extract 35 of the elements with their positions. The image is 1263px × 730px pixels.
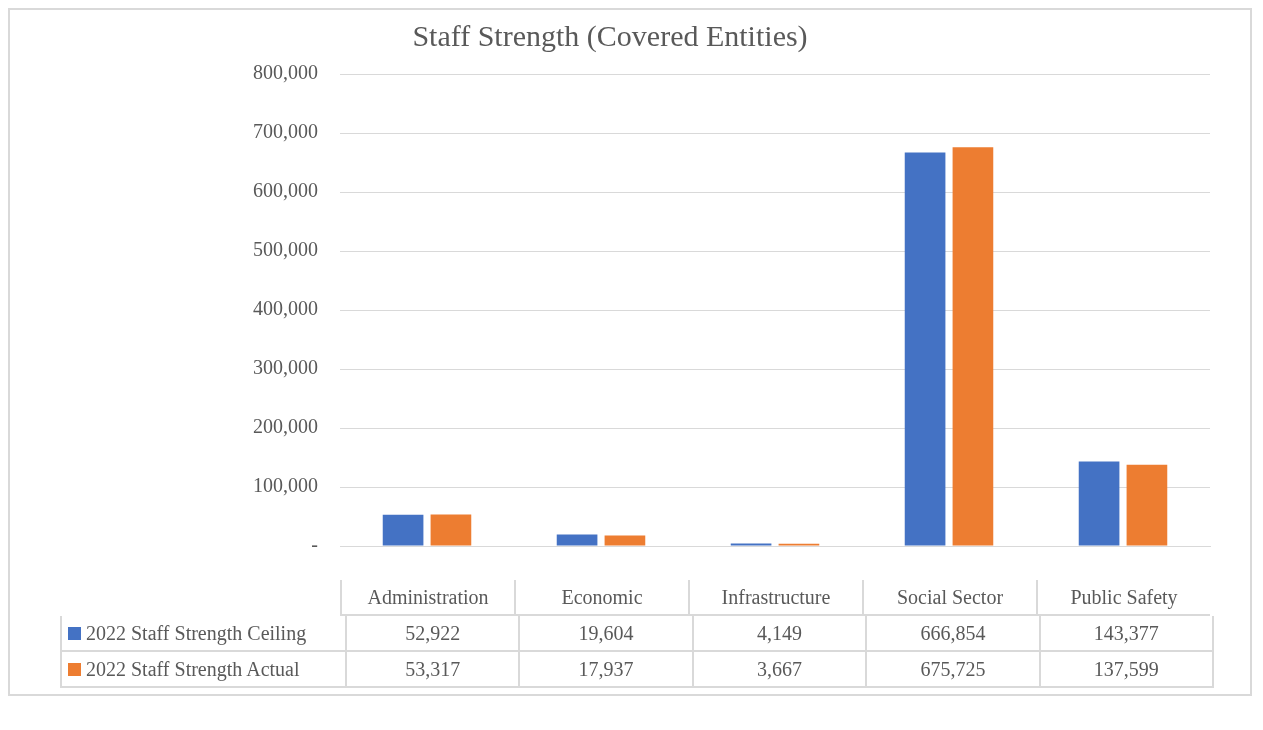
bar [952,147,994,546]
bar [556,534,598,546]
data-label: 666,854 [865,616,1039,650]
x-tick-label: Economic [514,580,688,614]
bar [904,152,946,546]
y-tick-label: - [311,533,318,556]
y-tick-label: 200,000 [253,415,318,438]
y-tick-label: 500,000 [253,238,318,261]
data-label: 53,317 [345,652,519,686]
y-tick-label: 800,000 [253,61,318,84]
legend-label: 2022 Staff Strength Actual [86,657,300,681]
data-label: 19,604 [518,616,692,650]
data-label: 143,377 [1038,616,1212,650]
data-label: 3,667 [691,652,866,686]
data-label: 137,599 [1038,652,1212,686]
y-tick-label: 400,000 [253,297,318,320]
data-label: 4,149 [691,616,866,650]
bar [1126,464,1168,546]
y-tick-label: 600,000 [253,179,318,202]
bar [1078,461,1120,546]
bar [604,535,646,546]
y-tick-label: 100,000 [253,474,318,497]
bar [430,514,472,546]
y-tick-label: 700,000 [253,120,318,143]
x-tick-label: Infrastructure [688,580,862,614]
data-label: 52,922 [345,616,519,650]
x-tick-label: Administration [340,580,514,614]
x-tick-label: Public Safety [1036,580,1210,614]
bar [382,514,424,546]
data-label: 17,937 [518,652,692,686]
data-label: 675,725 [865,652,1039,686]
legend-label: 2022 Staff Strength Ceiling [86,621,307,645]
y-tick-label: 300,000 [253,356,318,379]
chart-title: Staff Strength (Covered Entities) [412,18,808,53]
x-tick-label: Social Sector [862,580,1036,614]
